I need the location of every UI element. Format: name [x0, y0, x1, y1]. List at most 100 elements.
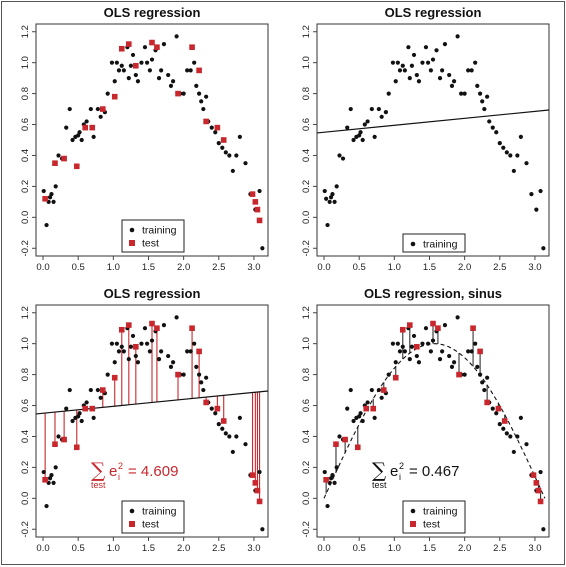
training-point: [109, 341, 115, 346]
test-point: [414, 343, 420, 350]
training-point: [376, 106, 381, 112]
x-tick-label: 0.0: [36, 262, 49, 273]
x-tick-label: 2.5: [212, 543, 225, 554]
training-point: [105, 372, 110, 377]
training-point: [511, 449, 516, 455]
x-tick-label: 1.5: [142, 543, 155, 554]
training-point: [490, 125, 495, 130]
training-point: [79, 418, 84, 424]
training-point: [174, 34, 179, 39]
legend-training-marker: [129, 508, 135, 514]
training-point: [257, 188, 262, 194]
x-tick-label: 2.5: [212, 262, 225, 273]
training-point: [407, 357, 412, 362]
training-point: [237, 415, 242, 421]
y-tick-label: 0.8: [20, 87, 31, 100]
plot-area: [322, 315, 546, 532]
training-point: [428, 349, 433, 354]
test-point: [61, 436, 67, 443]
training-point: [44, 503, 49, 509]
x-tick-label: 1.5: [423, 543, 436, 554]
test-point: [220, 137, 227, 143]
test-point: [133, 62, 139, 69]
training-point: [194, 83, 199, 88]
training-point: [322, 188, 327, 194]
test-point: [203, 399, 209, 406]
test-point: [323, 476, 329, 483]
training-point: [128, 344, 134, 349]
training-point: [407, 76, 412, 81]
test-point: [118, 326, 125, 333]
y-tick-label: -0.2: [301, 240, 312, 256]
training-point: [257, 469, 262, 475]
training-point: [455, 34, 460, 39]
test-point: [407, 322, 413, 328]
training-point: [482, 387, 487, 393]
training-point: [133, 353, 138, 359]
y-tick-label: 1.2: [20, 306, 31, 319]
test-point: [196, 67, 202, 74]
training-point: [130, 52, 136, 58]
x-tick-label: 1.5: [142, 262, 155, 273]
training-point: [466, 349, 471, 354]
training-point: [430, 57, 436, 62]
y-tick-label: 0.4: [20, 430, 31, 443]
training-point: [192, 341, 197, 346]
training-point: [462, 91, 467, 96]
test-point: [495, 405, 502, 412]
test-point: [118, 45, 125, 52]
y-tick-label: 1.2: [301, 306, 312, 319]
training-point: [372, 134, 377, 140]
training-point: [485, 94, 490, 99]
training-point: [451, 360, 457, 365]
training-point: [230, 449, 235, 455]
test-point: [154, 325, 160, 331]
training-point: [156, 357, 162, 362]
training-point: [194, 364, 199, 369]
test-point: [61, 155, 67, 162]
training-point: [53, 465, 58, 470]
training-point: [216, 421, 221, 427]
training-point: [395, 60, 400, 65]
training-point: [84, 400, 89, 405]
training-point: [478, 91, 483, 96]
training-point: [337, 434, 342, 439]
training-point: [337, 153, 342, 158]
training-point: [51, 199, 56, 204]
sum-subscript-test: test: [91, 480, 106, 490]
x-tick-label: 3.0: [528, 262, 541, 273]
test-point: [530, 472, 537, 478]
test-point: [175, 371, 181, 378]
training-point: [423, 326, 429, 331]
test-point: [52, 160, 58, 166]
training-point: [70, 137, 75, 143]
test-point: [89, 124, 96, 131]
training-point: [135, 360, 141, 365]
training-point: [64, 406, 69, 411]
training-point: [379, 114, 384, 119]
training-point: [325, 503, 330, 509]
test-point: [252, 199, 259, 205]
test-point: [430, 320, 436, 327]
test-point: [42, 476, 48, 483]
test-point: [535, 487, 542, 494]
test-point: [203, 118, 209, 125]
x-tick-label: 1.0: [107, 543, 120, 554]
training-point: [501, 426, 506, 431]
training-point: [209, 406, 214, 411]
training-point: [322, 469, 327, 475]
training-point: [156, 76, 162, 81]
x-tick-label: 2.0: [177, 262, 190, 273]
y-tick-label: -0.2: [20, 240, 31, 256]
training-point: [204, 375, 209, 380]
y-tick-label: 1.0: [20, 337, 31, 350]
training-point: [469, 349, 474, 354]
training-point: [376, 387, 381, 393]
test-point: [99, 387, 106, 393]
training-point: [425, 341, 431, 346]
training-point: [243, 442, 248, 447]
training-point: [234, 434, 239, 439]
